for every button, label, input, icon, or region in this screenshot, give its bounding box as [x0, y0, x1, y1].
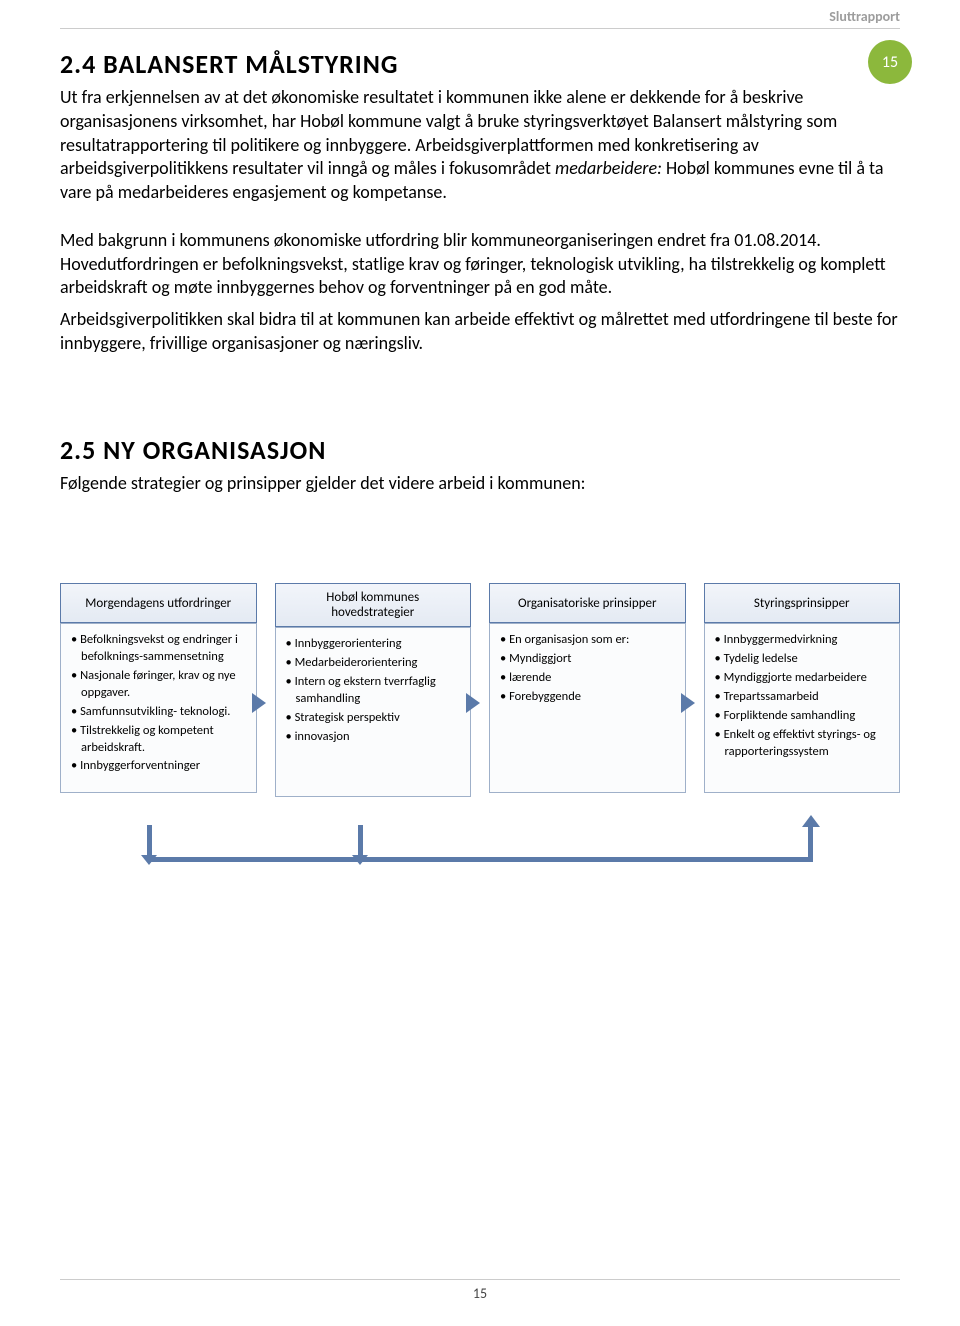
heading-2-4: 2.4 BALANSERT MÅLSTYRING — [60, 48, 900, 80]
main-content: 2.4 BALANSERT MÅLSTYRING Ut fra erkjenne… — [60, 48, 900, 895]
flow-connector — [60, 825, 900, 895]
col-3-list: En organisasjon som er: Myndiggjort læren… — [500, 632, 675, 706]
list-item: Innbyggerorientering — [286, 636, 461, 653]
col-2-body: Innbyggerorientering Medarbeiderorienter… — [275, 627, 472, 797]
heading-2-5: 2.5 NY ORGANISASJON — [60, 434, 900, 466]
arrow-3-4 — [681, 693, 695, 713]
list-item: Myndiggjorte medarbeidere — [715, 670, 890, 687]
list-item: En organisasjon som er: — [500, 632, 675, 649]
col-1: Morgendagens utfordringer Befolkningsvek… — [60, 583, 257, 797]
col-1-body: Befolkningsvekst og endringer i befolkni… — [60, 623, 257, 793]
p-2-5-intro: Følgende strategier og prinsipper gjelde… — [60, 472, 900, 496]
footer-rule — [60, 1279, 900, 1280]
list-item: Forpliktende samhandling — [715, 708, 890, 725]
col-1-list: Befolkningsvekst og endringer i befolkni… — [71, 632, 246, 775]
col-2: Hobøl kommunes hovedstrategier Innbygger… — [275, 583, 472, 797]
list-item: Forebyggende — [500, 689, 675, 706]
p-2-4-1-em: medarbeidere: — [555, 157, 662, 179]
list-item: Innbyggermedvirkning — [715, 632, 890, 649]
col-3-body: En organisasjon som er: Myndiggjort læren… — [489, 623, 686, 793]
col-1-header: Morgendagens utfordringer — [60, 583, 257, 623]
p-2-4-3: Arbeidsgiverpolitikken skal bidra til at… — [60, 308, 900, 356]
list-item: Nasjonale føringer, krav og nye oppgaver… — [71, 668, 246, 702]
list-item: Medarbeiderorientering — [286, 655, 461, 672]
header-label: Sluttrapport — [829, 8, 900, 25]
strategy-columns: Morgendagens utfordringer Befolkningsvek… — [60, 583, 900, 797]
col-3-header: Organisatoriske prinsipper — [489, 583, 686, 623]
page-badge: 15 — [868, 40, 912, 84]
col-4-body: Innbyggermedvirkning Tydelig ledelse Myn… — [704, 623, 901, 793]
col-2-list: Innbyggerorientering Medarbeiderorienter… — [286, 636, 461, 745]
list-item: Innbyggerforventninger — [71, 758, 246, 775]
header-rule — [60, 28, 900, 29]
list-item: Samfunnsutvikling- teknologi. — [71, 704, 246, 721]
arrow-1-2 — [252, 693, 266, 713]
footer-page-number: 15 — [60, 1285, 900, 1302]
list-item: Myndiggjort — [500, 651, 675, 668]
list-item: innovasjon — [286, 729, 461, 746]
p-2-4-1: Ut fra erkjennelsen av at det økonomiske… — [60, 86, 900, 205]
list-item: Intern og ekstern tverrfaglig samhandlin… — [286, 674, 461, 708]
list-item: Strategisk perspektiv — [286, 710, 461, 727]
arrow-2-3 — [466, 693, 480, 713]
p-2-4-2: Med bakgrunn i kommunens økonomiske utfo… — [60, 229, 900, 300]
col-4-list: Innbyggermedvirkning Tydelig ledelse Myn… — [715, 632, 890, 760]
list-item: Enkelt og effektivt styrings- og rapport… — [715, 727, 890, 761]
list-item: Befolkningsvekst og endringer i befolkni… — [71, 632, 246, 666]
list-item: lærende — [500, 670, 675, 687]
col-3: Organisatoriske prinsipper En organisasj… — [489, 583, 686, 797]
list-item: Tilstrekkelig og kompetent arbeidskraft. — [71, 723, 246, 757]
list-item: Trepartssamarbeid — [715, 689, 890, 706]
list-item: Tydelig ledelse — [715, 651, 890, 668]
col-4-header: Styringsprinsipper — [704, 583, 901, 623]
col-4: Styringsprinsipper Innbyggermedvirkning … — [704, 583, 901, 797]
col-2-header: Hobøl kommunes hovedstrategier — [275, 583, 472, 627]
